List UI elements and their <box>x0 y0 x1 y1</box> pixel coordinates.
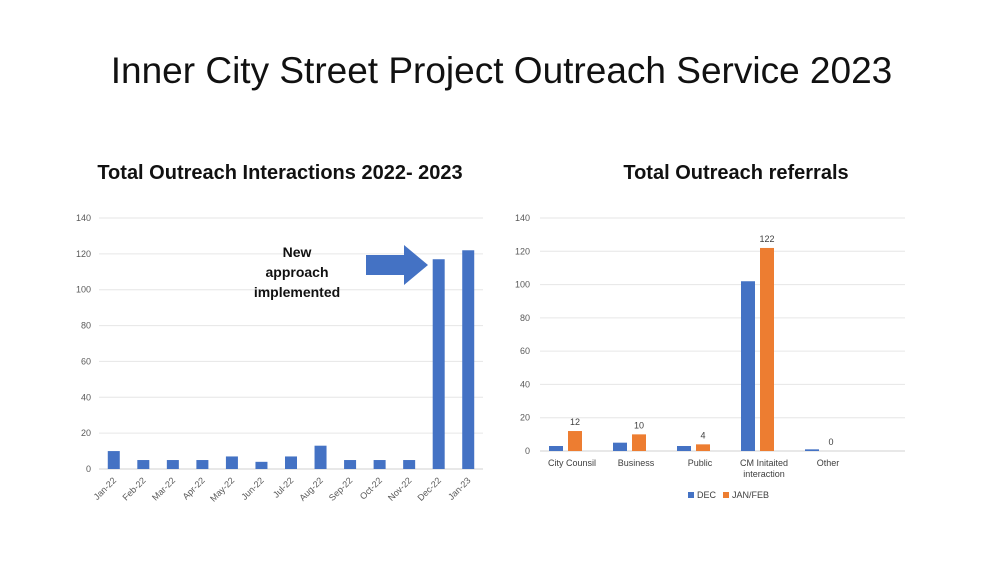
x-tick-label: CM Initaited <box>740 458 788 468</box>
right-chart-title: Total Outreach referrals <box>623 162 849 184</box>
data-label: 4 <box>700 430 705 440</box>
x-tick-label: Other <box>817 458 840 468</box>
y-tick-label: 0 <box>525 446 530 456</box>
data-label: 0 <box>828 437 833 447</box>
y-tick-label: 0 <box>86 464 91 474</box>
annotation-text: approach <box>265 264 328 280</box>
x-tick-label: Oct-22 <box>358 475 384 501</box>
y-tick-label: 20 <box>81 428 91 438</box>
x-tick-label: Business <box>618 458 655 468</box>
legend-swatch <box>723 492 729 498</box>
bar-jan-feb <box>760 247 774 451</box>
bar-may-22 <box>225 456 238 469</box>
x-tick-label: Public <box>688 458 713 468</box>
bar-jan-feb <box>568 431 582 451</box>
x-tick-label: Mar-22 <box>150 475 177 502</box>
bar-jan-23 <box>462 250 475 469</box>
legend-swatch <box>688 492 694 498</box>
annotation-text: New <box>283 244 312 260</box>
data-label: 10 <box>634 420 644 430</box>
bar-dec <box>613 442 627 451</box>
x-tick-label: Dec-22 <box>416 475 444 503</box>
x-tick-label: City Counsil <box>548 458 596 468</box>
bar-feb-22 <box>137 460 150 469</box>
x-tick-label: May-22 <box>208 475 236 503</box>
y-tick-label: 60 <box>81 356 91 366</box>
x-tick-label: Jun-22 <box>239 475 266 502</box>
y-tick-label: 100 <box>515 280 530 290</box>
y-tick-label: 40 <box>81 392 91 402</box>
x-tick-label: Sep-22 <box>327 475 355 503</box>
y-tick-label: 120 <box>76 249 91 259</box>
bar-oct-22 <box>373 460 386 469</box>
y-tick-label: 80 <box>81 321 91 331</box>
left-chart-title: Total Outreach Interactions 2022- 2023 <box>97 162 463 184</box>
y-tick-label: 100 <box>76 285 91 295</box>
bar-jan-feb <box>696 444 710 451</box>
x-tick-label: Jul-22 <box>271 475 295 499</box>
x-tick-label: Jan-22 <box>92 475 119 502</box>
y-tick-label: 140 <box>76 213 91 223</box>
bar-dec <box>741 281 755 451</box>
x-tick-label: Apr-22 <box>181 475 207 501</box>
x-tick-label: Jan-23 <box>446 475 473 502</box>
annotation-text: implemented <box>254 284 340 300</box>
bar-jul-22 <box>285 456 297 469</box>
y-tick-label: 60 <box>520 346 530 356</box>
bar-jan-22 <box>107 451 120 469</box>
bar-dec <box>549 446 563 451</box>
x-tick-label: Aug-22 <box>297 475 325 503</box>
x-tick-label: Nov-22 <box>386 475 414 503</box>
y-tick-label: 120 <box>515 246 530 256</box>
data-label: 12 <box>570 417 580 427</box>
y-tick-label: 140 <box>515 213 530 223</box>
bar-jan-feb <box>632 434 646 451</box>
y-tick-label: 40 <box>520 379 530 389</box>
bar-aug-22 <box>314 445 327 469</box>
x-tick-label: interaction <box>743 469 785 479</box>
bar-dec <box>677 446 691 451</box>
y-tick-label: 80 <box>520 313 530 323</box>
bar-mar-22 <box>166 460 179 469</box>
bar-dec <box>805 449 819 451</box>
bar-dec-22 <box>432 259 445 469</box>
x-tick-label: Feb-22 <box>120 475 147 502</box>
data-label: 122 <box>759 234 774 244</box>
bar-apr-22 <box>196 460 209 469</box>
legend-label: DEC <box>697 490 717 500</box>
bar-jun-22 <box>255 461 268 469</box>
page-title: Inner City Street Project Outreach Servi… <box>110 50 893 91</box>
legend-label: JAN/FEB <box>732 490 769 500</box>
bar-sep-22 <box>344 460 357 469</box>
arrow-icon <box>366 245 428 285</box>
bar-nov-22 <box>403 460 416 469</box>
y-tick-label: 20 <box>520 413 530 423</box>
